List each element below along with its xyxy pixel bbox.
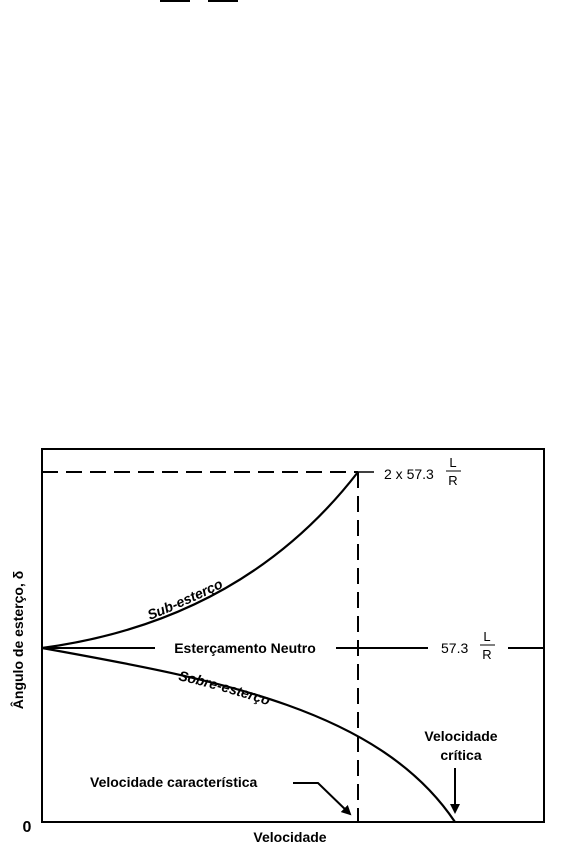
neutral-fraction-numerator: L	[483, 629, 490, 644]
oversteer-curve	[41, 646, 456, 823]
neutral-fraction-denominator: R	[482, 647, 491, 662]
x-axis-label: Velocidade	[253, 829, 326, 845]
top-fraction-denominator: R	[448, 473, 457, 488]
char-speed-label: Velocidade característica	[90, 774, 258, 790]
crit-speed-label-line2: crítica	[440, 747, 481, 763]
top-fraction-numerator: L	[449, 455, 456, 470]
origin-label: 0	[23, 819, 32, 836]
oversteer-label: Sobre-esterço	[177, 667, 273, 708]
crit-speed-label-line1: Velocidade	[424, 728, 497, 744]
top-equation: 2 x 57.3 L R	[384, 455, 461, 488]
plot-frame	[41, 448, 545, 823]
understeer-curve	[41, 471, 359, 650]
neutral-equation-prefix: 57.3	[441, 640, 468, 656]
neutral-equation: 57.3 L R	[441, 629, 495, 662]
top-equation-prefix: 2 x 57.3	[384, 466, 434, 482]
char-speed-arrow	[293, 782, 352, 816]
y-axis-label: Ângulo de esterço, δ	[9, 571, 26, 709]
neutral-label: Esterçamento Neutro	[174, 640, 316, 656]
understeer-label: Sub-esterço	[145, 575, 225, 623]
